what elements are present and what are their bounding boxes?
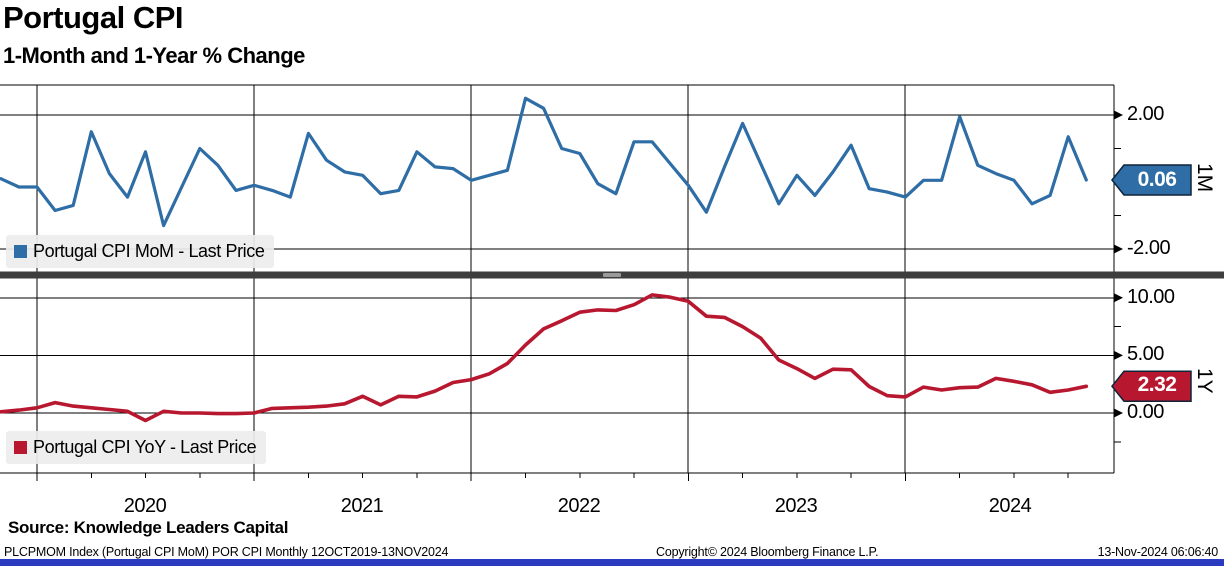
ticker-info: PLCPMOM Index (Portugal CPI MoM) POR CPI… — [4, 545, 449, 559]
legend-mom[interactable]: Portugal CPI MoM - Last Price — [6, 235, 275, 268]
top-axis-unit-label: 1M — [1193, 163, 1216, 193]
legend-yoy[interactable]: Portugal CPI YoY - Last Price — [6, 431, 267, 464]
bottom-panel-bar — [0, 559, 1224, 566]
yoy-last-price-badge[interactable]: 2.32 — [1137, 373, 1177, 396]
page-title: Portugal CPI — [3, 0, 184, 35]
x-tick-label-2021: 2021 — [340, 495, 384, 517]
y-tick-label-0.00: 0.00 — [1127, 401, 1164, 423]
timestamp: 13-Nov-2024 06:06:40 — [1097, 545, 1219, 559]
y-tick-label-5.00: 5.00 — [1127, 343, 1164, 366]
x-tick-label-2022: 2022 — [557, 495, 601, 517]
bottom-axis-unit-label: 1Y — [1193, 368, 1216, 394]
page-subtitle: 1-Month and 1-Year % Change — [3, 43, 305, 68]
legend-yoy-label: Portugal CPI YoY - Last Price — [33, 437, 257, 457]
x-tick-label-2023: 2023 — [774, 495, 818, 517]
yoy-legend-swatch-icon — [14, 441, 27, 454]
source-credit: Source: Knowledge Leaders Capital — [8, 518, 289, 537]
panel-divider-handle[interactable] — [603, 273, 621, 277]
mom-legend-swatch-icon — [14, 245, 27, 258]
x-tick-label-2024: 2024 — [988, 495, 1032, 517]
mom-last-price-badge[interactable]: 0.06 — [1137, 168, 1177, 191]
mom-series-line — [0, 96, 1088, 228]
y-tick-label-10.00: 10.00 — [1127, 285, 1175, 308]
y-tick-label--2.00: -2.00 — [1127, 237, 1171, 259]
x-tick-label-2020: 2020 — [123, 495, 167, 517]
copyright-text: Copyright© 2024 Bloomberg Finance L.P. — [656, 545, 879, 559]
y-tick-label-2.00: 2.00 — [1127, 103, 1164, 125]
legend-mom-label: Portugal CPI MoM - Last Price — [33, 241, 265, 261]
yoy-series-line — [0, 293, 1089, 423]
